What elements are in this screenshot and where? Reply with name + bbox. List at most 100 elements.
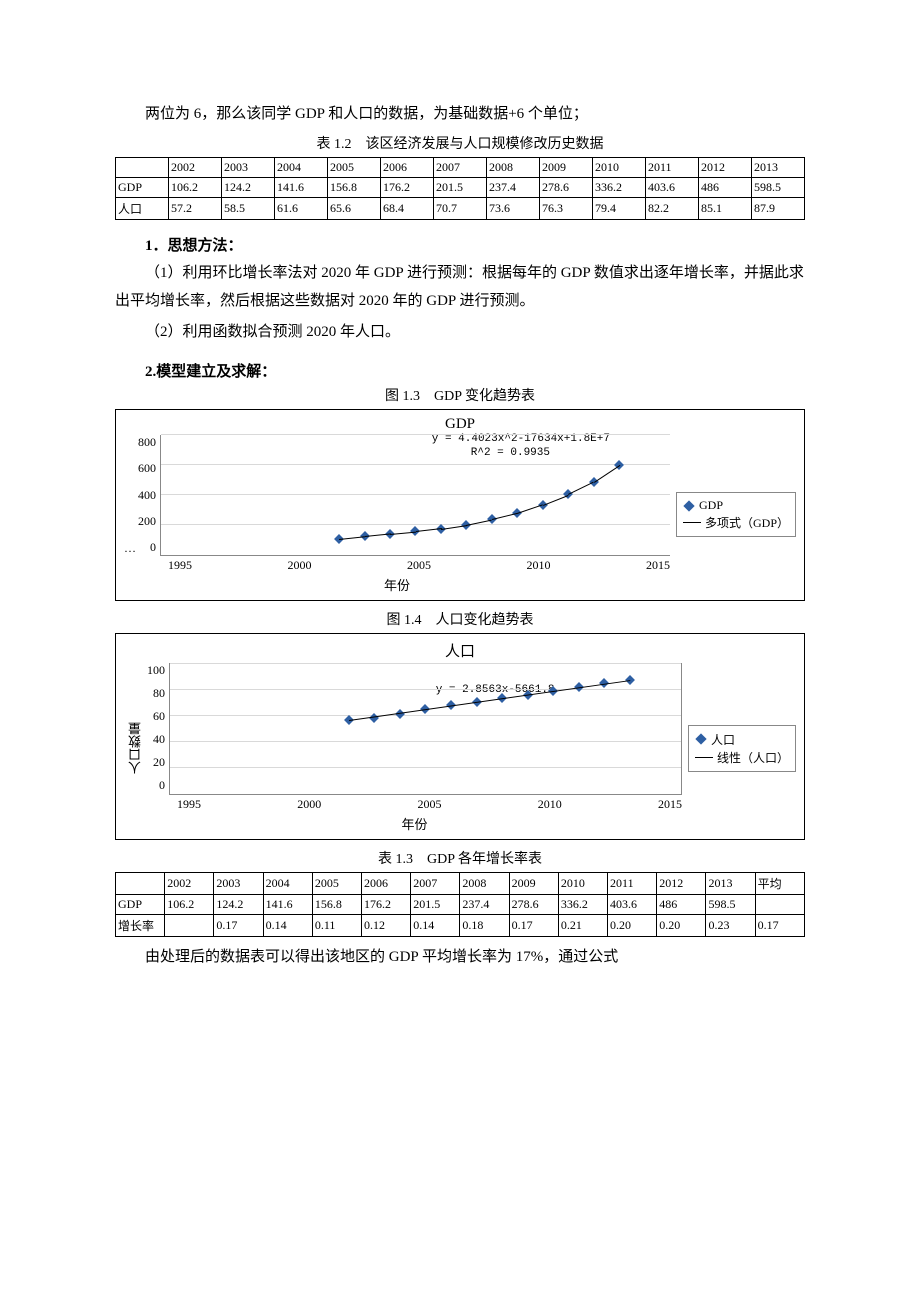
fit-line [594,465,620,483]
legend-label: 多项式（GDP） [705,514,789,531]
legend-label: 线性（人口） [717,749,789,766]
cell: 156.8 [312,895,361,915]
row-label: 增长率 [116,915,165,937]
legend-label: GDP [699,498,723,513]
table2: 2002200320042005200620072008200920102011… [115,872,805,937]
cell: 57.2 [169,197,222,219]
table-row: 人口57.258.561.665.668.470.773.676.379.482… [116,197,805,219]
fit-line [543,494,569,505]
cell: 403.6 [608,895,657,915]
chart2-caption: 图 1.4 人口变化趋势表 [115,609,805,629]
cell: 0.18 [460,915,509,937]
tick: 20 [147,755,165,770]
cell: 2009 [540,157,593,177]
cell: 2004 [275,157,328,177]
cell: 124.2 [214,895,263,915]
cell: 87.9 [752,197,805,219]
table2-caption: 表 1.3 GDP 各年增长率表 [115,848,805,868]
cell: 68.4 [381,197,434,219]
chart1-xticks: 19952000200520102015 [168,556,670,573]
cell: 0.17 [509,915,558,937]
cell: 201.5 [434,177,487,197]
chart2-title: 人口 [124,640,796,661]
chart2-yticks: 100806040200 [147,663,169,793]
closing-line: 由处理后的数据表可以得出该地区的 GDP 平均增长率为 17%，通过公式 [115,943,805,972]
line-icon [683,522,701,523]
tick: 2015 [658,797,682,812]
cell: 平均 [755,873,804,895]
table-row: GDP106.2124.2141.6156.8176.2201.5237.427… [116,177,805,197]
cell: 0.21 [558,915,607,937]
tick: 2015 [646,558,670,573]
cell: 486 [699,177,752,197]
cell: 85.1 [699,197,752,219]
cell: 61.6 [275,197,328,219]
cell: 278.6 [540,177,593,197]
chart2-plot: y = 2.8563x-5661.8 [169,663,682,795]
cell: 0.23 [706,915,755,937]
tick: 200 [138,514,156,529]
fit-line [339,536,365,540]
cell: 0.12 [362,915,411,937]
tick: 100 [147,663,165,678]
cell: 403.6 [646,177,699,197]
table-row: 2002200320042005200620072008200920102011… [116,157,805,177]
cell: 141.6 [275,177,328,197]
cell [116,873,165,895]
cell: 201.5 [411,895,460,915]
cell: 2012 [699,157,752,177]
section2-head: 2.模型建立及求解： [145,360,805,381]
tick: 600 [138,461,156,476]
row-label: 人口 [116,197,169,219]
tick: 2000 [287,558,311,573]
cell: 176.2 [362,895,411,915]
cell: 124.2 [222,177,275,197]
tick: 60 [147,709,165,724]
cell: 2012 [657,873,706,895]
diamond-icon [683,500,694,511]
cell: 141.6 [263,895,312,915]
cell: 278.6 [509,895,558,915]
cell: 2013 [706,873,755,895]
cell: 237.4 [487,177,540,197]
tick: 2000 [297,797,321,812]
chart1-legend: GDP 多项式（GDP） [676,492,796,537]
cell: 2006 [381,157,434,177]
chart1-title: GDP [124,416,796,433]
table-row: 增长率0.170.140.110.120.140.180.170.210.200… [116,915,805,937]
cell: 2007 [411,873,460,895]
tick: 0 [138,540,156,555]
cell: 598.5 [706,895,755,915]
cell: 2006 [362,873,411,895]
cell: 598.5 [752,177,805,197]
cell [755,895,804,915]
cell: 58.5 [222,197,275,219]
cell: 0.11 [312,915,361,937]
cell [165,915,214,937]
cell: 2007 [434,157,487,177]
tick: 2005 [407,558,431,573]
tick: 2010 [526,558,550,573]
cell: 2005 [312,873,361,895]
diamond-icon [695,733,706,744]
cell: 0.17 [755,915,804,937]
intro-line: 两位为 6，那么该同学 GDP 和人口的数据，为基础数据+6 个单位； [115,100,805,129]
cell: 2005 [328,157,381,177]
table1-caption: 表 1.2 该区经济发展与人口规模修改历史数据 [115,133,805,153]
cell: 82.2 [646,197,699,219]
cell: 2004 [263,873,312,895]
cell: 2011 [608,873,657,895]
line-icon [695,757,713,758]
cell: 2008 [460,873,509,895]
section1-p1: （1）利用环比增长率法对 2020 年 GDP 进行预测：根据每年的 GDP 数… [115,259,805,316]
cell: 2013 [752,157,805,177]
cell: 2009 [509,873,558,895]
table1: 2002200320042005200620072008200920102011… [115,157,805,220]
tick: 400 [138,488,156,503]
cell: 156.8 [328,177,381,197]
cell: 2002 [169,157,222,177]
cell: 70.7 [434,197,487,219]
cell: 106.2 [165,895,214,915]
cell: 0.14 [263,915,312,937]
tick: 80 [147,686,165,701]
